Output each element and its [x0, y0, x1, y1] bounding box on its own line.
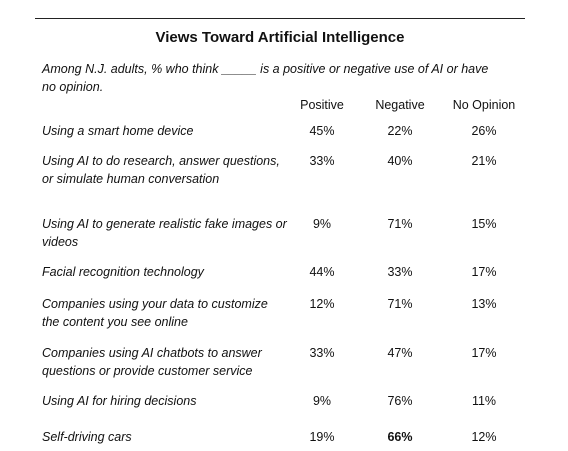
cell: 66%: [387, 430, 413, 444]
cell: 12%: [309, 297, 335, 311]
column-header: Positive: [300, 98, 344, 112]
row-label: Facial recognition technology: [42, 265, 204, 279]
cell: 13%: [471, 297, 497, 311]
cell: 12%: [471, 430, 497, 444]
cell: 33%: [309, 346, 335, 360]
cell: 26%: [471, 124, 497, 138]
row-label: Companies using your data to customize t…: [42, 297, 268, 329]
cell: 45%: [309, 124, 335, 138]
cell: 17%: [471, 346, 497, 360]
cell: 33%: [387, 265, 413, 279]
cell: 9%: [312, 394, 332, 408]
cell: 71%: [387, 297, 413, 311]
cell: 33%: [309, 154, 335, 168]
subtitle: Among N.J. adults, % who think _____ is …: [42, 62, 489, 94]
row-label: Self-driving cars: [42, 430, 132, 444]
cell: 71%: [387, 217, 413, 231]
cell: 47%: [387, 346, 413, 360]
column-header: Negative: [375, 98, 425, 112]
cell: 44%: [309, 265, 335, 279]
cell: 11%: [471, 394, 497, 408]
cell: 17%: [471, 265, 497, 279]
cell: 9%: [312, 217, 332, 231]
cell: 21%: [471, 154, 497, 168]
row-label: Using AI to do research, answer question…: [42, 154, 280, 186]
cell: 15%: [471, 217, 497, 231]
title: Views Toward Artificial Intelligence: [155, 29, 405, 46]
cell: 19%: [309, 430, 335, 444]
column-header: No Opinion: [452, 98, 516, 112]
row-label: Using AI for hiring decisions: [42, 394, 197, 408]
cell: 22%: [387, 124, 413, 138]
top-rule: [35, 18, 525, 19]
row-label: Companies using AI chatbots to answer qu…: [42, 346, 262, 378]
cell: 76%: [387, 394, 413, 408]
row-label: Using a smart home device: [42, 124, 194, 138]
row-label: Using AI to generate realistic fake imag…: [42, 217, 287, 249]
cell: 40%: [387, 154, 413, 168]
